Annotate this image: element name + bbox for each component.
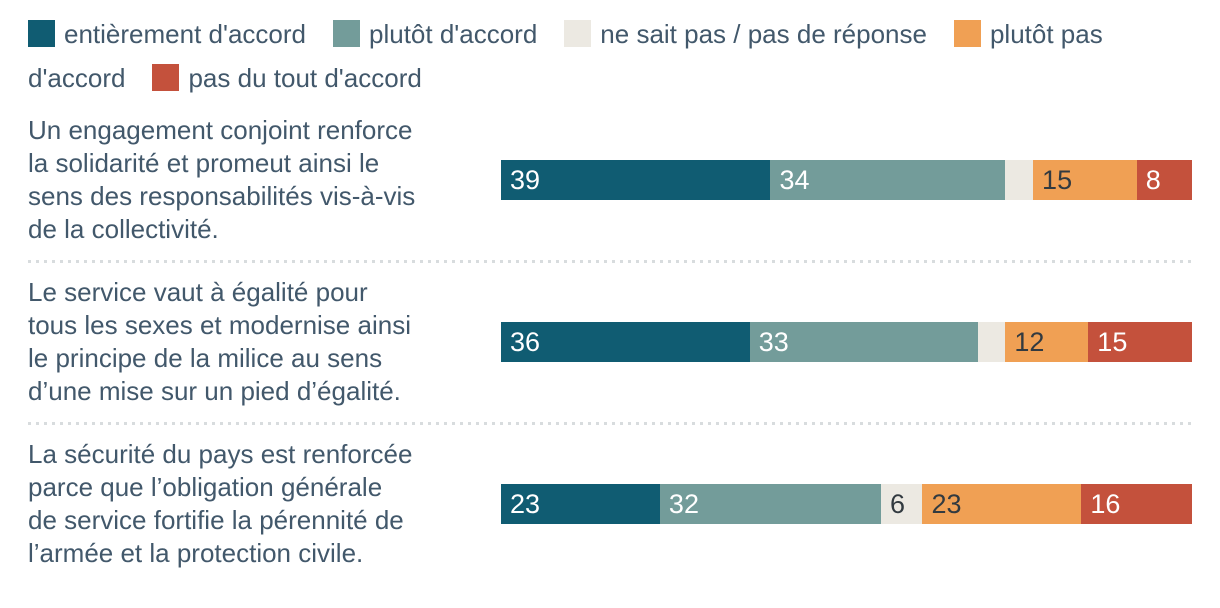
bar-segment-value: 32 bbox=[668, 488, 699, 519]
bar-segment bbox=[1005, 160, 1034, 200]
bar-segment-value: 8 bbox=[1145, 164, 1161, 195]
row-divider bbox=[28, 422, 1192, 425]
bar-segment bbox=[977, 322, 1006, 362]
bar-segment: 39 bbox=[501, 160, 771, 200]
bar-segment: 15 bbox=[1088, 322, 1192, 362]
statement-text: Un engagement conjoint renforce la solid… bbox=[28, 115, 416, 244]
legend-item-3: plutôt pas d'accord bbox=[28, 19, 1103, 93]
chart-row-0: Un engagement conjoint renforce la solid… bbox=[28, 101, 1192, 260]
bar-segment: 33 bbox=[749, 322, 978, 362]
bar-segment: 32 bbox=[659, 484, 882, 524]
legend-label: entièrement d'accord bbox=[64, 19, 306, 49]
legend-item-1: plutôt d'accord bbox=[333, 19, 537, 49]
bar-segment: 8 bbox=[1136, 160, 1192, 200]
legend-swatch bbox=[953, 20, 981, 47]
legend-label: plutôt d'accord bbox=[369, 19, 538, 49]
legend-swatch bbox=[564, 20, 592, 47]
bar-segment: 36 bbox=[501, 322, 750, 362]
bar-segment: 12 bbox=[1005, 322, 1089, 362]
bar-segment: 16 bbox=[1081, 484, 1192, 524]
legend-swatch bbox=[333, 20, 360, 47]
legend-label: plutôt pas d'accord bbox=[28, 19, 1103, 93]
bar-segment-value: 16 bbox=[1090, 488, 1121, 519]
bar-segment-value: 15 bbox=[1042, 164, 1073, 195]
legend-label: ne sait pas / pas de réponse bbox=[600, 19, 927, 49]
stacked-bar: 23 32 6 23 16 bbox=[501, 484, 1192, 524]
bar-segment-value: 23 bbox=[510, 488, 541, 519]
bar-segment-value: 36 bbox=[510, 326, 541, 357]
statement-text: Le service vaut à égalité pour tous les … bbox=[28, 277, 411, 406]
legend-swatch bbox=[28, 20, 55, 47]
bar-segment-value: 23 bbox=[931, 488, 962, 519]
legend-item-4: pas du tout d'accord bbox=[152, 63, 422, 93]
bar-segment-value: 34 bbox=[779, 164, 810, 195]
bar-segment: 34 bbox=[770, 160, 1006, 200]
row-divider bbox=[28, 260, 1192, 263]
statement-text: La sécurité du pays est renforcée parce … bbox=[28, 439, 413, 568]
bar-segment-value: 6 bbox=[890, 488, 906, 519]
legend-label: pas du tout d'accord bbox=[188, 63, 422, 93]
legend-item-0: entièrement d'accord bbox=[28, 19, 306, 49]
bar-segment-value: 12 bbox=[1014, 326, 1045, 357]
chart-rows: Un engagement conjoint renforce la solid… bbox=[28, 101, 1192, 584]
bar-area: 36 33 12 15 bbox=[501, 322, 1192, 362]
bar-segment-value: 15 bbox=[1097, 326, 1128, 357]
bar-segment-value: 39 bbox=[510, 164, 541, 195]
stacked-bar: 36 33 12 15 bbox=[501, 322, 1192, 362]
chart-row-2: La sécurité du pays est renforcée parce … bbox=[28, 425, 1192, 584]
legend-swatch bbox=[152, 64, 180, 91]
chart-legend: entièrement d'accord plutôt d'accord ne sa… bbox=[28, 12, 1192, 100]
bar-segment: 6 bbox=[881, 484, 923, 524]
chart-row-1: Le service vaut à égalité pour tous les … bbox=[28, 263, 1192, 422]
bar-segment-value: 33 bbox=[758, 326, 789, 357]
legend-item-2: ne sait pas / pas de réponse bbox=[564, 19, 927, 49]
bar-area: 39 34 15 8 bbox=[501, 160, 1192, 200]
bar-area: 23 32 6 23 16 bbox=[501, 484, 1192, 524]
bar-segment: 23 bbox=[922, 484, 1082, 524]
bar-segment: 23 bbox=[501, 484, 660, 524]
bar-segment: 15 bbox=[1033, 160, 1137, 200]
stacked-bar: 39 34 15 8 bbox=[501, 160, 1192, 200]
